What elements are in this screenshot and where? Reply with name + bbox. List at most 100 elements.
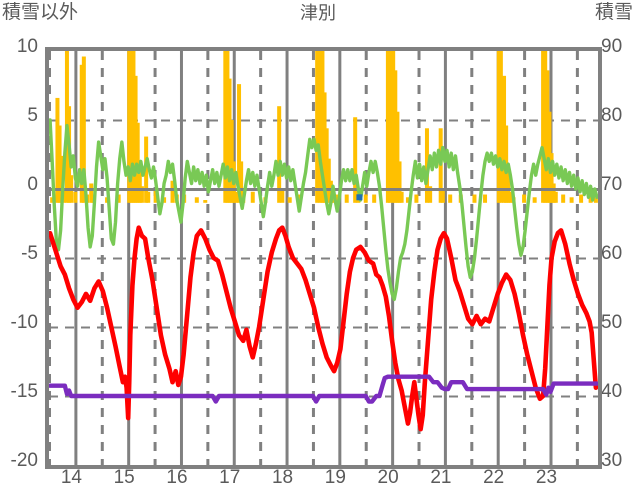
precip-bar: [414, 194, 419, 203]
precip-bar: [280, 189, 285, 203]
precip-bar: [315, 51, 320, 203]
precip-bar: [385, 51, 390, 203]
precip-bar: [502, 75, 507, 203]
precip-bar: [203, 200, 208, 203]
snow-depth-line: [49, 374, 598, 404]
precip-bar: [405, 197, 410, 203]
precip-bar: [324, 128, 329, 203]
precip-bar: [297, 194, 302, 203]
x-tick: 22: [483, 467, 505, 488]
precip-bar: [57, 125, 62, 203]
y-tick-right: 70: [601, 174, 623, 195]
precip-bar: [170, 180, 175, 203]
y-tick-left: -5: [21, 243, 38, 264]
precip-bar: [448, 194, 453, 203]
y-tick-right: 80: [601, 105, 623, 126]
x-tick: 23: [535, 467, 558, 488]
chart-svg: [49, 51, 598, 465]
precip-bar: [233, 191, 238, 203]
temperature-polyline: [49, 225, 598, 432]
precip-bar: [129, 51, 134, 203]
precip-bar: [79, 64, 84, 203]
precip-bar: [579, 194, 584, 203]
precip-bar: [372, 194, 377, 203]
precip-bar: [287, 197, 292, 203]
precip-bar: [569, 197, 574, 203]
left-axis-title: 積雪以外: [2, 2, 79, 23]
precip-bar: [131, 51, 136, 203]
snow-depth-polyline: [49, 374, 598, 404]
precip-bar: [146, 191, 151, 203]
precip-bar: [541, 51, 546, 203]
humidity-line: [49, 118, 598, 302]
y-tick-left: -20: [10, 450, 38, 471]
precip-bar: [335, 194, 340, 203]
precip-bar: [498, 51, 503, 203]
plot-canvas: [49, 51, 598, 465]
x-tick: 16: [166, 467, 188, 488]
y-tick-right: 30: [601, 450, 623, 471]
precip-bar: [547, 111, 552, 203]
precip-bar: [153, 189, 158, 203]
precip-bar: [522, 194, 527, 203]
precip-bar: [353, 117, 358, 203]
precip-bar: [588, 194, 593, 203]
plot-area: [45, 47, 602, 469]
precip-bar: [326, 158, 331, 203]
precip-bar: [73, 191, 78, 203]
y-tick-right: 40: [601, 381, 623, 402]
precip-bar: [391, 51, 396, 203]
precip-bar: [250, 191, 255, 203]
precip-bar: [137, 161, 142, 203]
precip-bar: [388, 51, 393, 203]
x-tick: 15: [113, 467, 135, 488]
precip-bar: [322, 92, 327, 203]
x-tick: 18: [271, 467, 294, 488]
precip-bar: [549, 153, 554, 203]
y-tick-right: 50: [601, 312, 623, 333]
precip-bar: [532, 197, 537, 203]
precip-bar: [55, 97, 60, 203]
y-tick-left: 0: [27, 174, 38, 195]
precip-bar: [506, 166, 511, 203]
precip-bar: [508, 191, 513, 203]
precip-bar: [363, 194, 368, 203]
y-tick-left: -15: [10, 381, 38, 402]
precip-bar: [239, 161, 244, 203]
precip-bar: [472, 194, 477, 203]
precip-bar: [277, 106, 282, 203]
y-tick-right: 60: [601, 243, 623, 264]
humidity-polyline: [49, 118, 598, 302]
y-tick-right: 90: [601, 36, 623, 57]
precip-bar: [428, 186, 433, 203]
precip-bar: [399, 191, 404, 203]
x-tick: 20: [377, 467, 399, 488]
y-tick-left: 10: [16, 36, 38, 57]
x-tick: 19: [324, 467, 346, 488]
y-tick-left: 5: [27, 105, 38, 126]
precip-bar: [162, 197, 167, 203]
precip-bar: [545, 70, 550, 203]
precip-bar: [543, 51, 548, 203]
precip-bar: [223, 51, 228, 203]
precip-bar: [593, 197, 598, 203]
chart-title: 津別: [300, 3, 336, 23]
precip-bar: [133, 75, 138, 203]
precip-bar: [50, 197, 55, 203]
precip-bar: [561, 194, 566, 203]
precip-bar: [483, 194, 488, 203]
precip-bar: [440, 189, 445, 203]
x-tick: 14: [60, 467, 82, 488]
precip-bar: [397, 161, 402, 203]
precip-bar: [393, 70, 398, 203]
x-tick: 17: [219, 467, 241, 488]
precip-bar: [496, 51, 501, 203]
precip-bar: [225, 51, 230, 203]
precip-bar: [135, 122, 140, 203]
precip-bar: [139, 186, 144, 203]
precip-bar: [144, 136, 149, 203]
precip-bar: [318, 51, 323, 203]
precip-bar: [127, 51, 132, 203]
data-marker: [356, 194, 363, 201]
precip-bar: [116, 194, 121, 203]
